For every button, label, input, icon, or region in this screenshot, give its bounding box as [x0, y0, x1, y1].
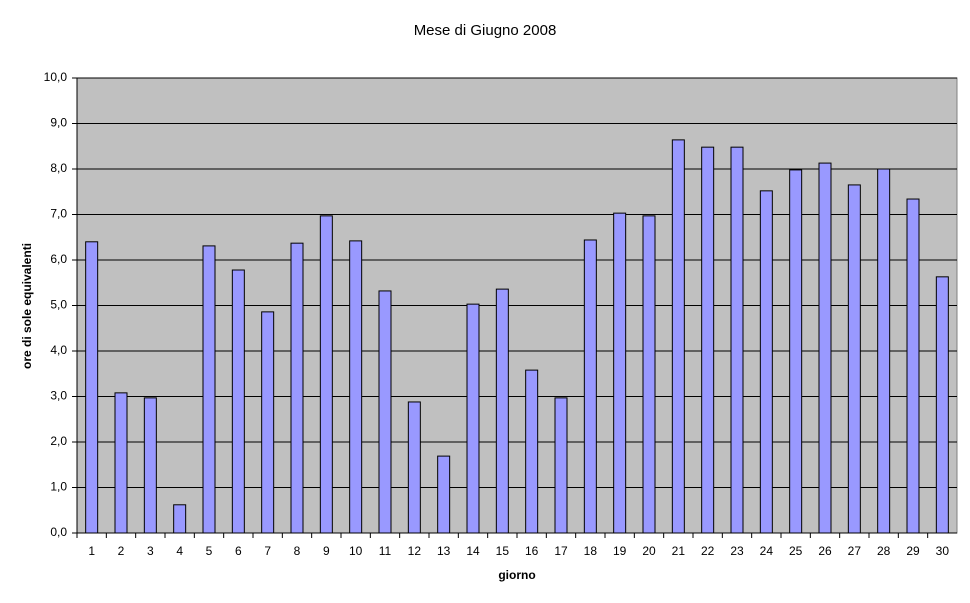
x-tick-label: 23 [730, 544, 744, 558]
x-axis-title: giorno [498, 568, 535, 582]
y-tick-label: 8,0 [50, 161, 67, 175]
x-tick-label: 3 [147, 544, 154, 558]
bar [671, 139, 685, 534]
x-tick-label: 28 [877, 544, 891, 558]
bar [935, 276, 949, 534]
bar [759, 190, 773, 534]
x-tick-label: 29 [906, 544, 920, 558]
bar [583, 239, 597, 534]
y-tick-label: 3,0 [50, 389, 67, 403]
x-tick-label: 6 [235, 544, 242, 558]
bar [701, 146, 715, 534]
bar [730, 146, 744, 534]
x-tick-label: 8 [294, 544, 301, 558]
x-tick-label: 18 [584, 544, 598, 558]
bar [613, 212, 627, 534]
bar [642, 215, 656, 534]
y-tick-label: 1,0 [50, 480, 67, 494]
x-tick-label: 17 [554, 544, 568, 558]
bar [407, 401, 421, 534]
bar [789, 169, 803, 534]
x-tick-label: 16 [525, 544, 539, 558]
chart-title: Mese di Giugno 2008 [414, 22, 557, 39]
bar [847, 184, 861, 534]
x-tick-label: 5 [206, 544, 213, 558]
x-tick-label: 22 [701, 544, 715, 558]
bar [261, 311, 275, 534]
x-tick-label: 11 [379, 544, 392, 558]
x-tick-label: 14 [466, 544, 480, 558]
y-tick-label: 4,0 [50, 343, 67, 357]
x-tick-label: 9 [323, 544, 330, 558]
bar [114, 392, 128, 534]
bar [877, 168, 891, 534]
bar [495, 288, 509, 534]
y-tick-label: 9,0 [50, 116, 67, 130]
x-tick-label: 12 [408, 544, 422, 558]
bar [818, 162, 832, 534]
bar [525, 369, 539, 534]
x-tick-label: 24 [760, 544, 774, 558]
x-tick-label: 19 [613, 544, 627, 558]
x-tick-label: 27 [848, 544, 862, 558]
y-axis-title: ore di sole equivalenti [20, 243, 34, 369]
y-tick-label: 6,0 [50, 252, 67, 266]
bar [349, 240, 363, 534]
x-tick-label: 21 [672, 544, 686, 558]
bar [85, 241, 99, 534]
y-tick-label: 5,0 [50, 298, 67, 312]
bar [231, 269, 245, 534]
x-tick-label: 7 [264, 544, 271, 558]
y-tick-label: 0,0 [50, 525, 67, 539]
y-tick-label: 10,0 [44, 70, 68, 84]
bar [202, 245, 216, 534]
x-tick-label: 2 [118, 544, 125, 558]
bar [143, 397, 157, 534]
bar [173, 504, 187, 534]
y-tick-label: 2,0 [50, 434, 67, 448]
x-tick-label: 10 [349, 544, 363, 558]
bar [554, 397, 568, 534]
bar [437, 455, 451, 534]
bar [466, 303, 480, 534]
x-tick-label: 26 [818, 544, 832, 558]
bar [378, 290, 392, 534]
x-tick-label: 20 [642, 544, 656, 558]
bar [319, 215, 333, 534]
x-tick-label: 15 [496, 544, 510, 558]
bar [906, 198, 920, 534]
bar [290, 242, 304, 534]
x-tick-label: 13 [437, 544, 451, 558]
y-tick-label: 7,0 [50, 207, 67, 221]
x-tick-label: 25 [789, 544, 803, 558]
x-tick-label: 30 [936, 544, 950, 558]
x-tick-label: 4 [176, 544, 183, 558]
x-tick-label: 1 [88, 544, 95, 558]
